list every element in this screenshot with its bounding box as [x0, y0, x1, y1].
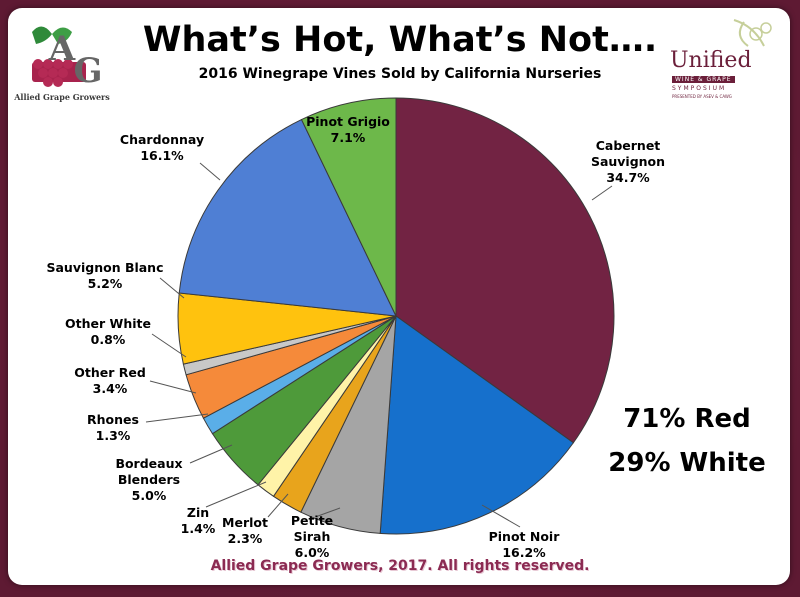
- allied-grape-growers-logo: A G Allied Grape Growers: [12, 12, 112, 104]
- svg-text:A: A: [48, 29, 76, 69]
- leader-line-cabernet-sauvignon: [591, 185, 613, 201]
- slice-label-chardonnay: Chardonnay 16.1%: [120, 132, 204, 163]
- leader-line-sauvignon-blanc: [159, 277, 185, 299]
- leader-line-rhones: [145, 413, 209, 423]
- leader-line-chardonnay: [199, 162, 221, 181]
- leader-line-petite-sirah: [317, 507, 341, 517]
- summary-white: 29% White: [608, 448, 766, 478]
- slice-label-cabernet-sauvignon: Cabernet Sauvignon 34.7%: [591, 138, 665, 185]
- pie-slice-chardonnay: [178, 118, 397, 317]
- slice-label-pinot-grigio: Pinot Grigio 7.1%: [306, 114, 390, 145]
- unified-subtitle-2: SYMPOSIUM: [672, 85, 727, 92]
- agg-logo-caption: Allied Grape Growers: [14, 92, 110, 102]
- footer-copyright: Allied Grape Growers, 2017. All rights r…: [210, 558, 590, 574]
- slice-label-zin: Zin 1.4%: [181, 505, 216, 536]
- leader-line-other-white: [151, 333, 187, 358]
- slice-label-rhones: Rhones 1.3%: [87, 412, 139, 443]
- unified-subtitle-1: WINE & GRAPE: [672, 76, 735, 83]
- slice-label-merlot: Merlot 2.3%: [222, 515, 268, 546]
- agg-logo-icon: A G: [32, 26, 103, 91]
- unified-brand-text: Unified: [670, 48, 752, 73]
- pie-slice-pinot-grigio: [300, 97, 397, 317]
- unified-symposium-logo: Unified WINE & GRAPE SYMPOSIUM PRESENTED…: [664, 16, 784, 99]
- slice-label-other-white: Other White 0.8%: [65, 316, 151, 347]
- leader-line-bordeaux-blenders: [189, 444, 233, 464]
- summary-red: 71% Red: [623, 404, 751, 434]
- leader-line-zin: [205, 481, 267, 508]
- slice-label-sauvignon-blanc: Sauvignon Blanc 5.2%: [46, 260, 163, 291]
- svg-text:G: G: [73, 51, 102, 91]
- slice-label-pinot-noir: Pinot Noir 16.2%: [489, 529, 561, 560]
- slice-label-other-red: Other Red 3.4%: [74, 365, 146, 396]
- slice-label-bordeaux-blenders: Bordeaux Blenders 5.0%: [115, 456, 182, 503]
- grape-vine-logo-icon: [733, 19, 772, 47]
- pie-slice-pinot-noir: [379, 315, 575, 535]
- pie-slice-cabernet-sauvignon: [395, 97, 615, 444]
- slice-label-petite-sirah: Petite Sirah 6.0%: [291, 513, 333, 560]
- leader-line-other-red: [149, 380, 197, 394]
- unified-subtitle-3: PRESENTED BY ASEV & CAWG: [672, 94, 732, 99]
- page-title: What’s Hot, What’s Not….: [142, 20, 658, 60]
- chart-subtitle: 2016 Winegrape Vines Sold by California …: [198, 66, 602, 82]
- leader-line-pinot-noir: [481, 504, 521, 528]
- leader-line-merlot: [267, 493, 289, 518]
